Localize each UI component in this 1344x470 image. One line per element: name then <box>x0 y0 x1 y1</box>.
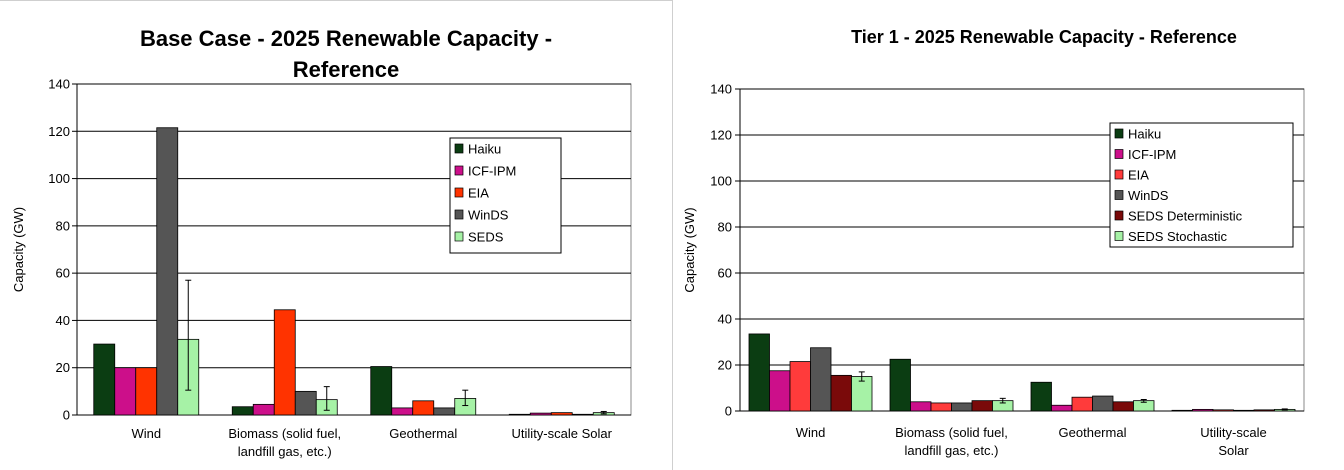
legend-swatch-icf-ipm <box>1114 149 1124 159</box>
y-tick-label: 80 <box>56 218 70 233</box>
bar-icf-ipm-1 <box>769 370 791 412</box>
bar-winds-1 <box>810 347 832 412</box>
bar-eia-4 <box>550 412 573 416</box>
bar-seds-deterministic-2 <box>971 400 993 412</box>
legend-label-winds: WinDS <box>1128 188 1169 203</box>
legend-swatch-icf-ipm <box>454 165 464 176</box>
y-tick-label: 60 <box>56 266 70 281</box>
legend-swatch-haiku <box>454 143 464 154</box>
bar-haiku-2 <box>889 358 911 412</box>
bar-eia-3 <box>1071 396 1093 412</box>
bar-winds-2 <box>951 402 973 412</box>
y-tick-label: 140 <box>710 82 732 97</box>
chart-base-case: Base Case - 2025 Renewable Capacity - Ref… <box>11 26 632 459</box>
x-category-label: Wind <box>131 426 161 441</box>
legend-label-seds-deterministic: SEDS Deterministic <box>1128 209 1243 224</box>
legend-label-eia: EIA <box>1128 168 1149 183</box>
bar-seds-deterministic-4 <box>1253 409 1275 412</box>
bar-icf-ipm-2 <box>252 403 275 416</box>
bar-eia-4 <box>1212 409 1234 412</box>
y-tick-label: 100 <box>710 174 732 189</box>
bar-haiku-4 <box>508 413 531 416</box>
bar-haiku-3 <box>370 366 393 416</box>
legend-label-haiku: Haiku <box>1128 127 1161 142</box>
y-axis-label: Capacity (GW) <box>682 207 697 292</box>
chart-title-line-1: Base Case - 2025 Renewable Capacity - <box>140 26 552 51</box>
legend-swatch-seds <box>454 231 464 242</box>
y-tick-label: 120 <box>48 124 70 139</box>
bar-winds-3 <box>433 407 456 416</box>
bar-winds-4 <box>571 413 594 416</box>
legend-swatch-eia <box>454 187 464 198</box>
x-category-label: landfill gas, etc.) <box>905 443 999 458</box>
legend-swatch-winds <box>1114 190 1124 200</box>
x-category-label: Utility-scale Solar <box>512 426 613 441</box>
legend-label-icf-ipm: ICF-IPM <box>468 164 516 179</box>
y-tick-label: 100 <box>48 171 70 186</box>
y-tick-label: 120 <box>710 128 732 143</box>
chart-tier1: Tier 1 - 2025 Renewable Capacity - Refer… <box>682 27 1305 458</box>
chart-title-line-2: Reference <box>293 57 399 82</box>
bar-haiku-2 <box>231 406 254 416</box>
chart-panel-base-case: Base Case - 2025 Renewable Capacity - Ref… <box>0 0 673 470</box>
legend-swatch-seds-deterministic <box>1114 210 1124 221</box>
y-tick-label: 20 <box>718 358 732 373</box>
bar-icf-ipm-3 <box>391 407 414 416</box>
x-category-label: Biomass (solid fuel, <box>228 426 341 441</box>
y-tick-label: 20 <box>56 360 70 375</box>
bar-eia-3 <box>412 400 435 416</box>
bar-seds-deterministic-1 <box>830 374 852 412</box>
bar-winds-2 <box>294 390 317 416</box>
x-category-label: Wind <box>796 425 826 440</box>
y-axis-label: Capacity (GW) <box>11 207 26 292</box>
bar-icf-ipm-4 <box>529 412 552 416</box>
y-tick-label: 140 <box>48 77 70 92</box>
legend-label-seds-stochastic: SEDS Stochastic <box>1128 229 1227 244</box>
legend-label-eia: EIA <box>468 186 489 201</box>
legend-swatch-haiku <box>1114 128 1124 139</box>
bar-icf-ipm-1 <box>114 367 137 416</box>
y-tick-label: 0 <box>63 408 70 423</box>
legend-label-haiku: Haiku <box>468 142 501 157</box>
legend-label-icf-ipm: ICF-IPM <box>1128 147 1176 162</box>
y-tick-label: 60 <box>718 266 732 281</box>
bar-seds-deterministic-3 <box>1112 401 1134 412</box>
legend-label-winds: WinDS <box>468 208 509 223</box>
chart-panel-tier1: Tier 1 - 2025 Renewable Capacity - Refer… <box>674 0 1344 469</box>
x-category-label: Solar <box>1218 443 1249 458</box>
bar-icf-ipm-4 <box>1192 408 1214 412</box>
y-tick-label: 40 <box>56 313 70 328</box>
x-category-label: Geothermal <box>1059 425 1127 440</box>
bar-icf-ipm-2 <box>910 401 932 412</box>
bar-haiku-4 <box>1171 409 1193 412</box>
bar-eia-2 <box>930 402 952 412</box>
legend-swatch-winds <box>454 209 464 220</box>
bar-eia-1 <box>789 361 811 412</box>
bar-winds-1 <box>156 127 179 416</box>
legend-box <box>449 137 562 254</box>
x-category-label: Utility-scale <box>1200 425 1266 440</box>
x-category-label: Biomass (solid fuel, <box>895 425 1008 440</box>
legend-box <box>1109 122 1294 248</box>
bar-eia-2 <box>273 309 296 416</box>
y-tick-label: 0 <box>725 404 732 419</box>
bar-winds-4 <box>1233 409 1255 412</box>
x-category-label: Geothermal <box>389 426 457 441</box>
bar-winds-3 <box>1092 395 1114 412</box>
y-tick-label: 80 <box>718 220 732 235</box>
bar-eia-1 <box>135 367 158 416</box>
legend-label-seds: SEDS <box>468 230 504 245</box>
y-tick-label: 40 <box>718 312 732 327</box>
legend-swatch-eia <box>1114 169 1124 180</box>
bar-icf-ipm-3 <box>1051 404 1073 412</box>
legend-swatch-seds-stochastic <box>1114 231 1124 241</box>
x-category-label: landfill gas, etc.) <box>238 444 332 459</box>
bar-seds-stochastic-1 <box>851 376 873 412</box>
chart-title-line-1: Tier 1 - 2025 Renewable Capacity - Refer… <box>851 27 1237 47</box>
bar-haiku-1 <box>748 333 770 412</box>
bar-haiku-3 <box>1030 381 1052 412</box>
bar-haiku-1 <box>93 343 116 416</box>
